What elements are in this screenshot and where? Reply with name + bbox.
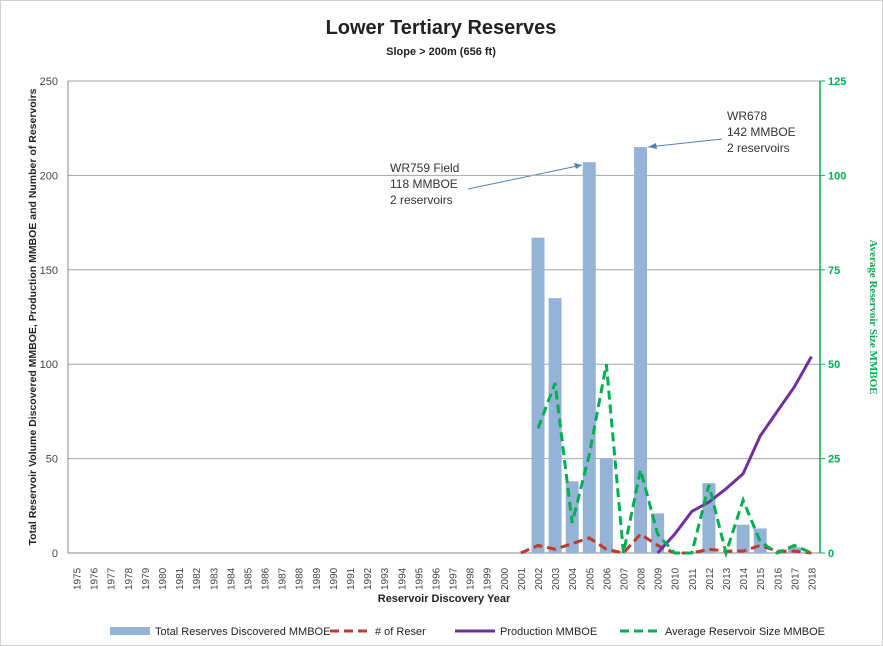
bar [702,483,716,553]
bar [548,298,562,553]
annotation-arrowhead [648,143,657,149]
x-tick-label: 1996 [431,567,442,590]
x-tick-label: 2009 [654,567,665,590]
x-tick-label: 2017 [790,567,801,590]
x-tick-label: 1979 [141,567,152,590]
line [656,355,813,555]
x-tick-label: 1991 [346,567,357,590]
y2-tick-label: 50 [828,359,840,371]
legend-label: # of Reser [375,626,426,638]
x-tick-label: 2004 [568,567,579,590]
x-tick-label: 2012 [705,567,716,590]
y-tick-label: 50 [46,454,58,466]
x-tick-label: 1984 [226,567,237,590]
annotation: 118 MMBOE [390,177,458,191]
y-tick-label: 200 [40,170,58,182]
x-tick-label: 2011 [688,568,699,590]
x-tick-label: 1985 [243,567,254,590]
x-tick-label: 2000 [500,567,511,590]
x-tick-label: 2002 [534,567,545,590]
x-tick-label: 1976 [90,567,101,590]
x-tick-label: 1998 [466,567,477,590]
x-tick-label: 1978 [124,567,135,590]
annotation: 2 reservoirs [390,193,453,207]
x-tick-label: 2018 [807,567,818,590]
x-tick-label: 1999 [483,567,494,590]
annotation: 2 reservoirs [727,141,790,155]
annotation: WR759 Field [390,161,459,175]
legend-label: Total Reserves Discovered MMBOE [155,626,330,638]
y-tick-label: 100 [40,359,58,371]
chart-subtitle: Slope > 200m (656 ft) [386,46,496,58]
legend-swatch [110,627,150,635]
y2-tick-label: 75 [828,265,840,277]
x-tick-label: 1990 [329,567,340,590]
bar [634,147,648,553]
x-tick-label: 1993 [380,567,391,590]
x-tick-label: 1994 [397,567,408,590]
x-tick-label: 2007 [619,567,630,590]
x-tick-label: 1982 [192,567,203,590]
x-tick-label: 1997 [449,567,460,590]
y2-tick-label: 125 [828,76,846,88]
y-tick-label: 0 [52,548,58,560]
x-tick-label: 1975 [73,567,84,590]
x-tick-label: 2006 [602,567,613,590]
x-tick-label: 2013 [722,567,733,590]
annotation-arrowhead [574,163,582,169]
x-tick-label: 1983 [209,567,220,590]
annotation-arrow [467,164,583,190]
annotation: 142 MMBOE [727,125,796,139]
legend-label: Production MMBOE [500,626,597,638]
x-tick-label: 2014 [739,567,750,590]
line [536,363,813,559]
x-tick-label: 2015 [756,567,767,590]
x-tick-label: 1989 [312,567,323,590]
x-tick-label: 1986 [261,567,272,590]
x-tick-label: 1992 [363,567,374,590]
bar [582,162,596,553]
y-tick-label: 250 [40,76,58,88]
x-tick-label: 1988 [295,567,306,590]
x-tick-label: 1980 [158,567,169,590]
x-tick-label: 2005 [585,567,596,590]
y2-tick-label: 100 [828,170,846,182]
y-axis-title: Total Reservoir Volume Discovered MMBOE,… [27,88,39,545]
x-tick-label: 1981 [175,567,186,590]
y-tick-label: 150 [40,265,58,277]
y2-tick-label: 0 [828,548,834,560]
x-tick-label: 1995 [414,567,425,590]
x-tick-label: 2010 [671,567,682,590]
x-tick-label: 2016 [773,567,784,590]
x-tick-label: 2008 [637,567,648,590]
bar [736,524,750,553]
bar [599,458,613,553]
x-tick-label: 2003 [551,567,562,590]
x-tick-label: 1987 [278,567,289,590]
bar [531,237,545,554]
annotations [467,138,723,190]
x-axis-title: Reservoir Discovery Year [378,593,511,605]
legend-label: Average Reservoir Size MMBOE [665,626,825,638]
x-tick-label: 1977 [107,567,118,590]
annotation-arrow [647,138,723,148]
y2-tick-label: 25 [828,454,840,466]
chart-title: Lower Tertiary Reserves [326,17,557,39]
x-tick-label: 2001 [517,567,528,590]
y2-axis-title: Average Reservoir Size MMBOE [867,239,879,394]
annotation: WR678 [727,109,767,123]
